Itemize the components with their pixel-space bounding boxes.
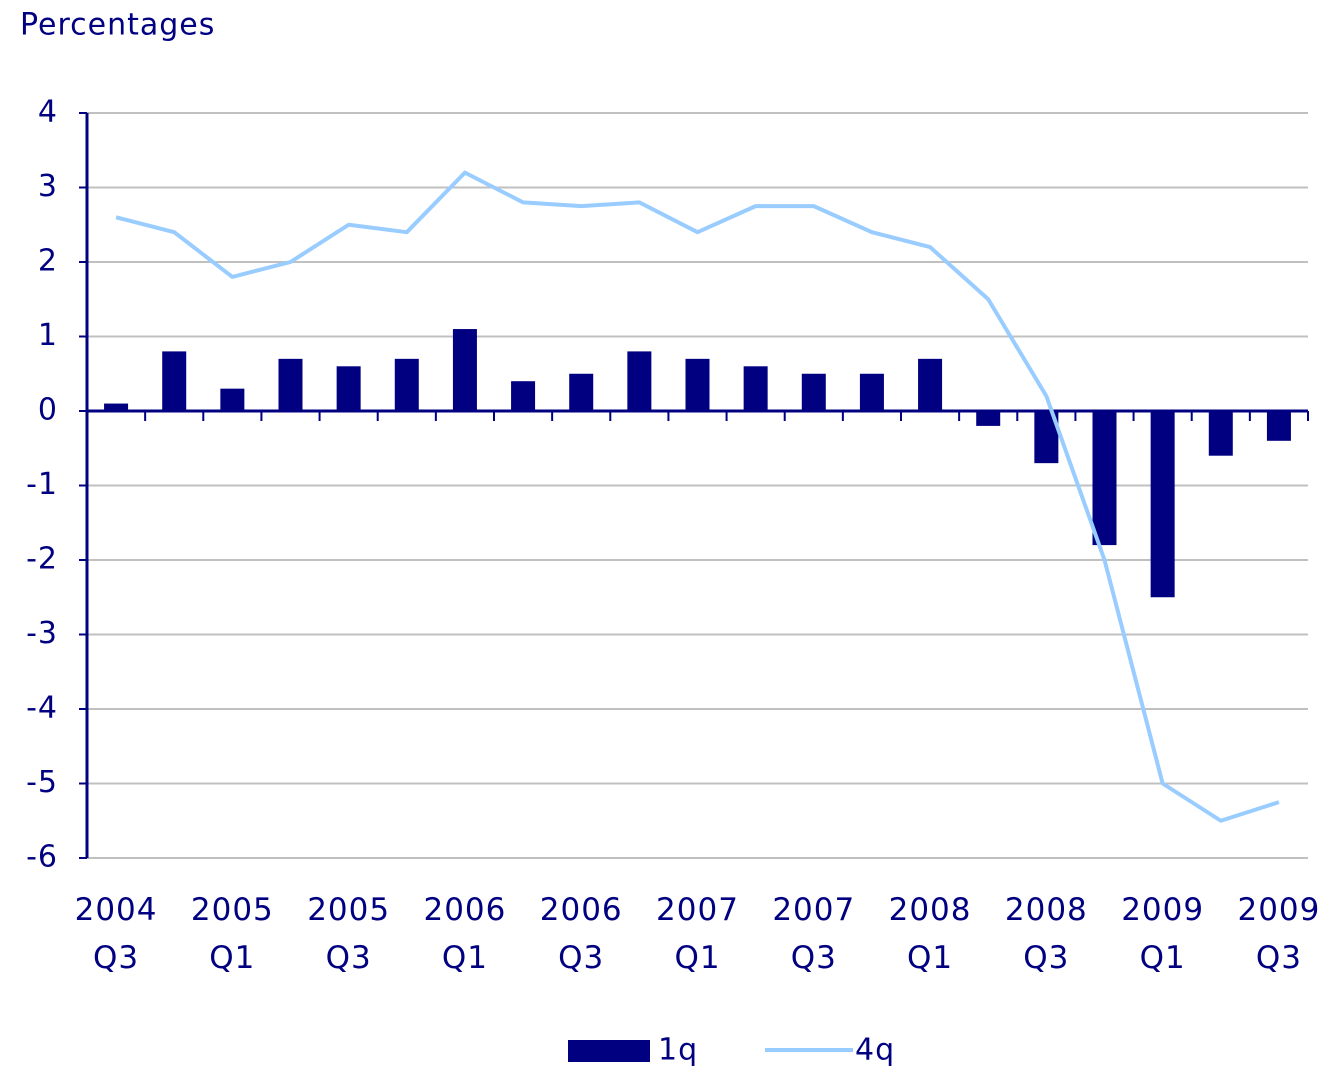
y-tick-label: 4 bbox=[38, 95, 58, 130]
y-tick-label: 1 bbox=[38, 318, 58, 353]
x-tick-label: 2007 Q1 bbox=[656, 892, 739, 976]
y-tick-label: -6 bbox=[26, 840, 58, 875]
x-tick-label: 2008 Q1 bbox=[888, 892, 972, 976]
bar bbox=[1092, 411, 1117, 546]
y-axis-label: Percentages bbox=[20, 8, 215, 43]
y-tick-label: -3 bbox=[26, 616, 58, 651]
bar bbox=[336, 366, 361, 411]
bar bbox=[627, 351, 652, 411]
bar bbox=[976, 411, 1001, 426]
bar bbox=[743, 366, 768, 411]
bar bbox=[278, 358, 303, 411]
bar bbox=[569, 373, 594, 411]
y-tick-label: 2 bbox=[38, 244, 58, 279]
bar bbox=[511, 381, 536, 411]
x-tick-label: 2009 Q3 bbox=[1237, 892, 1321, 976]
bar bbox=[859, 373, 884, 411]
x-tick-label: 2006 Q3 bbox=[539, 892, 623, 976]
legend-swatch bbox=[568, 1040, 650, 1062]
y-tick-label: 0 bbox=[38, 393, 58, 428]
legend-label: 1q bbox=[658, 1033, 698, 1068]
bar bbox=[220, 388, 245, 411]
y-tick-label: 3 bbox=[38, 169, 58, 204]
y-tick-label: -5 bbox=[26, 765, 58, 800]
bar bbox=[801, 373, 826, 411]
x-tick-label: 2006 Q1 bbox=[423, 892, 507, 976]
bar bbox=[1150, 411, 1175, 598]
x-tick-label: 2005 Q3 bbox=[307, 892, 391, 976]
x-tick-label: 2005 Q1 bbox=[190, 892, 274, 976]
y-tick-label: -1 bbox=[26, 467, 58, 502]
bar bbox=[452, 329, 477, 411]
bar bbox=[394, 358, 419, 411]
x-tick-label: 2009 Q1 bbox=[1121, 892, 1205, 976]
y-tick-label: -2 bbox=[26, 542, 58, 577]
bar bbox=[1266, 411, 1291, 441]
x-tick-label: 2007 Q3 bbox=[772, 892, 856, 976]
bar bbox=[104, 403, 129, 411]
x-tick-label: 2008 Q3 bbox=[1004, 892, 1088, 976]
line bbox=[115, 170, 1280, 823]
x-tick-label: 2004 Q3 bbox=[74, 892, 158, 976]
bar bbox=[685, 358, 710, 411]
bar bbox=[1208, 411, 1233, 456]
y-tick-label: -4 bbox=[26, 691, 58, 726]
legend-label: 4q bbox=[855, 1033, 895, 1068]
bar bbox=[918, 358, 943, 411]
bar bbox=[162, 351, 187, 411]
